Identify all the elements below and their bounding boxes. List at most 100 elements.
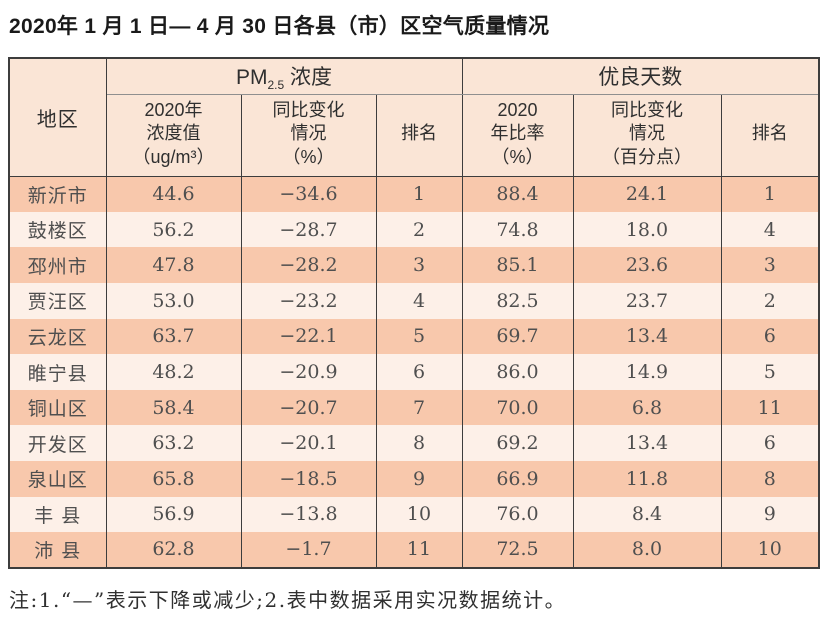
days-change-cell: 14.9: [572, 354, 722, 390]
pm-change-cell: −28.2: [240, 247, 377, 284]
header-pm-rank: 排名: [375, 94, 463, 177]
table-row: 开发区 63.2 −20.1 8 69.2 13.4 6: [8, 425, 820, 461]
header-region: 地区: [8, 58, 107, 177]
header-group-good-days: 优良天数: [461, 58, 820, 95]
days-change-cell: 23.6: [572, 247, 722, 284]
days-change-cell: 6.8: [572, 389, 722, 426]
pm-change-cell: −34.6: [240, 176, 377, 212]
days-rank-cell: 9: [720, 496, 820, 533]
days-rank-cell: 11: [720, 389, 820, 426]
header-pm-value: 2020年 浓度值 （ug/m³）: [105, 94, 242, 177]
pm-value-cell: 53.0: [105, 283, 242, 319]
region-cell: 贾汪区: [8, 283, 107, 319]
region-cell: 泉山区: [8, 461, 107, 497]
days-rank-cell: 3: [720, 247, 820, 284]
table-row: 沛 县 62.8 −1.7 11 72.5 8.0 10: [8, 532, 820, 568]
table-header: 地区 PM2.5 浓度 优良天数 2020年 浓度值 （ug/m³） 同比变化 …: [8, 58, 820, 177]
pm-value-cell: 65.8: [105, 461, 242, 497]
pm-value-cell: 44.6: [105, 176, 242, 212]
days-rate-cell: 74.8: [461, 211, 574, 248]
pm25-prefix: PM: [235, 65, 268, 89]
region-cell: 沛 县: [8, 532, 107, 568]
days-change-cell: 13.4: [572, 425, 722, 461]
days-rate-cell: 70.0: [461, 389, 574, 426]
table-row: 泉山区 65.8 −18.5 9 66.9 11.8 8: [8, 461, 820, 497]
pm-rank-cell: 2: [375, 211, 463, 248]
days-change-cell: 8.0: [572, 532, 722, 568]
pm-rank-cell: 3: [375, 247, 463, 284]
region-cell: 鼓楼区: [8, 211, 107, 248]
pm25-label: PM2.5 浓度: [235, 65, 333, 92]
pm25-suffix: 浓度: [284, 65, 333, 89]
region-cell: 丰 县: [8, 496, 107, 533]
table-row: 邳州市 47.8 −28.2 3 85.1 23.6 3: [8, 247, 820, 284]
header-group-pm25: PM2.5 浓度: [105, 58, 463, 95]
pm-change-cell: −20.7: [240, 389, 377, 426]
pm-value-cell: 56.9: [105, 496, 242, 533]
pm-rank-cell: 7: [375, 389, 463, 426]
days-rank-cell: 5: [720, 354, 820, 390]
region-cell: 睢宁县: [8, 354, 107, 390]
pm-value-cell: 62.8: [105, 532, 242, 568]
footnote: 注:1.“—”表示下降或减少;2.表中数据采用实况数据统计。: [9, 587, 567, 612]
days-change-cell: 18.0: [572, 211, 722, 248]
air-quality-table: 地区 PM2.5 浓度 优良天数 2020年 浓度值 （ug/m³） 同比变化 …: [8, 57, 820, 569]
days-rate-cell: 66.9: [461, 461, 574, 497]
pm-rank-cell: 11: [375, 532, 463, 568]
days-rate-cell: 69.2: [461, 425, 574, 461]
table-row: 铜山区 58.4 −20.7 7 70.0 6.8 11: [8, 389, 820, 426]
days-change-cell: 24.1: [572, 176, 722, 212]
region-cell: 铜山区: [8, 389, 107, 426]
days-change-cell: 13.4: [572, 318, 722, 355]
days-rank-cell: 1: [720, 176, 820, 212]
table-row: 丰 县 56.9 −13.8 10 76.0 8.4 9: [8, 496, 820, 533]
pm-change-cell: −20.1: [240, 425, 377, 461]
table-body: 新沂市 44.6 −34.6 1 88.4 24.1 1 鼓楼区 56.2 −2…: [8, 176, 820, 568]
header-days-rank: 排名: [720, 94, 820, 177]
table-row: 新沂市 44.6 −34.6 1 88.4 24.1 1: [8, 176, 820, 212]
days-rate-cell: 86.0: [461, 354, 574, 390]
header-sub-row: 2020年 浓度值 （ug/m³） 同比变化 情况 （%） 排名 2020 年比…: [9, 94, 820, 177]
pm-rank-cell: 8: [375, 425, 463, 461]
pm-value-cell: 63.7: [105, 318, 242, 355]
region-cell: 开发区: [8, 425, 107, 461]
days-rate-cell: 72.5: [461, 532, 574, 568]
pm-change-cell: −23.2: [240, 283, 377, 319]
days-change-cell: 23.7: [572, 283, 722, 319]
pm-value-cell: 56.2: [105, 211, 242, 248]
days-rate-cell: 69.7: [461, 318, 574, 355]
pm-rank-cell: 4: [375, 283, 463, 319]
region-cell: 邳州市: [8, 247, 107, 284]
pm-value-cell: 47.8: [105, 247, 242, 284]
region-cell: 新沂市: [8, 176, 107, 212]
pm-rank-cell: 10: [375, 496, 463, 533]
region-cell: 云龙区: [8, 318, 107, 355]
table-row: 云龙区 63.7 −22.1 5 69.7 13.4 6: [8, 318, 820, 355]
pm-rank-cell: 9: [375, 461, 463, 497]
days-change-cell: 11.8: [572, 461, 722, 497]
pm-rank-cell: 1: [375, 176, 463, 212]
table-row: 睢宁县 48.2 −20.9 6 86.0 14.9 5: [8, 354, 820, 390]
pm-value-cell: 48.2: [105, 354, 242, 390]
header-group-row: 地区 PM2.5 浓度 优良天数: [8, 58, 820, 177]
days-rate-cell: 85.1: [461, 247, 574, 284]
page-title: 2020年 1 月 1 日— 4 月 30 日各县（市）区空气质量情况: [9, 15, 550, 38]
days-rank-cell: 6: [720, 318, 820, 355]
pm-change-cell: −22.1: [240, 318, 377, 355]
days-rank-cell: 8: [720, 461, 820, 497]
pm-value-cell: 63.2: [105, 425, 242, 461]
pm25-subscript: 2.5: [267, 77, 285, 92]
pm-change-cell: −18.5: [240, 461, 377, 497]
days-rank-cell: 6: [720, 425, 820, 461]
days-rank-cell: 2: [720, 283, 820, 319]
pm-rank-cell: 5: [375, 318, 463, 355]
pm-rank-cell: 6: [375, 354, 463, 390]
pm-change-cell: −1.7: [240, 532, 377, 568]
pm-change-cell: −20.9: [240, 354, 377, 390]
pm-change-cell: −28.7: [240, 211, 377, 248]
days-rate-cell: 82.5: [461, 283, 574, 319]
header-days-rate: 2020 年比率 （%）: [461, 94, 574, 177]
pm-change-cell: −13.8: [240, 496, 377, 533]
pm-value-cell: 58.4: [105, 389, 242, 426]
